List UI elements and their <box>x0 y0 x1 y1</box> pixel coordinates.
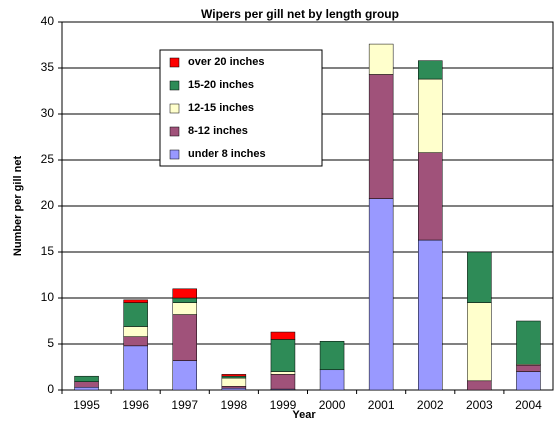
bar-segment <box>270 331 296 340</box>
y-tick-label: 5 <box>47 336 54 350</box>
bar-segment <box>270 339 296 372</box>
bar-segment <box>418 60 443 80</box>
bar-segment <box>418 152 443 241</box>
x-tick-label: 1999 <box>270 398 297 412</box>
x-tick-label: 2001 <box>368 398 395 412</box>
legend-label: 8-12 inches <box>188 125 248 137</box>
legend-label: 15-20 inches <box>188 79 254 91</box>
x-tick-label: 2002 <box>417 398 444 412</box>
x-tick-label: 1997 <box>171 398 198 412</box>
chart-title: Wipers per gill net by length group <box>201 7 399 21</box>
bar-segment <box>74 375 99 382</box>
bar-segment <box>172 302 197 315</box>
bar-segment <box>368 74 394 199</box>
x-tick-label: 2000 <box>319 398 346 412</box>
bar-segment <box>221 375 247 379</box>
bar-segment <box>516 364 541 372</box>
x-tick-label: 1996 <box>122 398 149 412</box>
y-tick-label: 20 <box>41 198 55 212</box>
legend-swatch <box>169 149 180 160</box>
bar-segment <box>270 374 296 390</box>
bar-segment <box>74 381 99 388</box>
bar-segment <box>123 299 148 303</box>
bar-segment <box>172 314 197 361</box>
bar-segment <box>172 360 197 391</box>
legend-box <box>159 49 323 167</box>
x-axis-label: Year <box>292 409 316 421</box>
bar-segment <box>418 78 443 153</box>
y-tick-label: 40 <box>41 14 55 28</box>
y-tick-label: 10 <box>41 290 55 304</box>
legend-swatch <box>169 103 180 114</box>
bar-segment <box>516 371 541 391</box>
bar-segment <box>74 386 99 391</box>
legend-label: 12-15 inches <box>188 102 254 114</box>
bar-segment <box>172 297 197 303</box>
x-tick-label: 2003 <box>466 398 493 412</box>
bar-segment <box>368 43 394 75</box>
y-tick-label: 30 <box>41 106 55 120</box>
bar-segment <box>368 198 394 391</box>
bar-segment <box>221 387 247 391</box>
bar-segment <box>221 377 247 387</box>
bar-segment <box>418 239 443 391</box>
x-tick-label: 1998 <box>220 398 247 412</box>
legend-swatch <box>169 126 180 137</box>
x-tick-label: 1995 <box>73 398 100 412</box>
bar-segment <box>270 371 296 375</box>
legend-label: under 8 inches <box>188 148 266 160</box>
y-tick-label: 15 <box>41 244 55 258</box>
bar-segment <box>319 369 345 391</box>
y-tick-label: 0 <box>47 382 54 396</box>
bar-segment <box>172 288 197 299</box>
legend-label: over 20 inches <box>188 56 264 68</box>
y-axis-label: Number per gill net <box>12 156 24 257</box>
y-tick-label: 35 <box>41 60 55 74</box>
bar-segment <box>123 345 148 391</box>
bar-segment <box>467 251 492 303</box>
bar-segment <box>123 336 148 347</box>
bar-segment <box>467 302 492 382</box>
y-tick-label: 25 <box>41 152 55 166</box>
bar-segment <box>123 326 148 337</box>
bar-segment <box>221 374 247 377</box>
x-tick-label: 2004 <box>515 398 542 412</box>
bar-segment <box>467 380 492 391</box>
bar-segment <box>516 320 541 365</box>
legend-swatch <box>169 80 180 91</box>
bar-segment <box>221 386 247 389</box>
legend-swatch <box>169 57 180 68</box>
bar-segment <box>319 340 345 371</box>
bar-segment <box>123 302 148 327</box>
